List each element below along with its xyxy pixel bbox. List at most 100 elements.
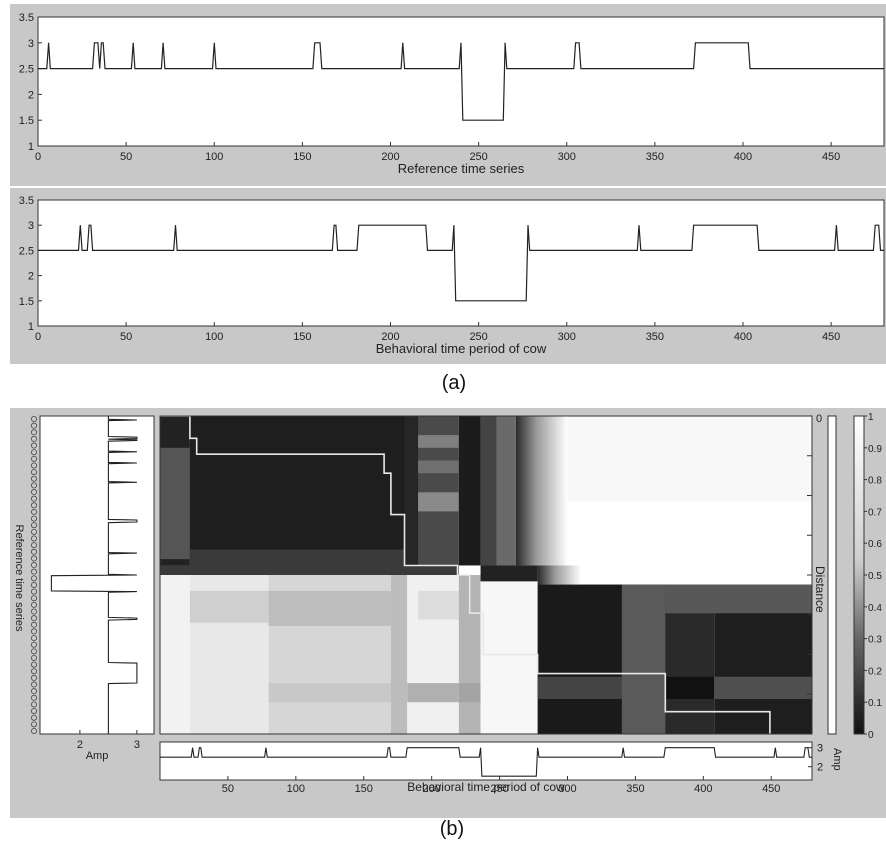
row-marker xyxy=(30,608,37,615)
row-marker xyxy=(30,535,37,542)
heatmap-cell xyxy=(496,416,516,566)
chart-behavioral-series: 0 50 100 150 200 250 300 350 400 450 1 1.5 2 2.5 3 3.5 B… xyxy=(10,188,886,364)
row-marker xyxy=(30,714,37,721)
heatmap-cell xyxy=(418,492,459,512)
bottom-x-tick-label: 400 xyxy=(694,783,712,795)
y-tick-label: 1 xyxy=(28,321,34,333)
bottom-x-tick-label: 200 xyxy=(422,783,440,795)
row-marker xyxy=(30,588,37,595)
series-line xyxy=(38,224,884,302)
row-marker xyxy=(30,482,37,489)
y-tick-label: 1 xyxy=(28,141,34,153)
heatmap-cell xyxy=(189,590,269,623)
caption-b: (b) xyxy=(439,818,465,840)
row-marker xyxy=(30,674,37,681)
x-tick-label: 0 xyxy=(35,331,41,343)
heatmap-fade xyxy=(537,565,582,585)
y-tick-label: 3.5 xyxy=(19,195,34,207)
row-marker xyxy=(30,422,37,429)
row-marker xyxy=(30,661,37,668)
bottom-x-tick-label: 450 xyxy=(762,783,780,795)
row-marker xyxy=(30,449,37,456)
row-marker xyxy=(30,648,37,655)
x-axis-label: Behavioral time period of cow xyxy=(376,341,547,356)
colorbar-tick-label: 0.8 xyxy=(868,476,882,487)
row-marker xyxy=(30,568,37,575)
y-tick-label: 2 xyxy=(28,89,34,101)
row-marker xyxy=(30,641,37,648)
row-marker xyxy=(30,595,37,602)
bottom-x-tick-label: 100 xyxy=(287,783,305,795)
x-tick-label: 200 xyxy=(381,151,399,163)
heatmap-cell xyxy=(665,584,812,614)
heatmap-cell xyxy=(407,683,459,703)
y-tick-label: 1.5 xyxy=(19,296,34,308)
heatmap-cell xyxy=(714,676,812,700)
row-marker xyxy=(30,429,37,436)
row-marker xyxy=(30,469,37,476)
heatmap-cell xyxy=(480,581,538,734)
row-marker xyxy=(30,455,37,462)
row-marker xyxy=(30,462,37,469)
heatmap-cell xyxy=(268,683,391,703)
row-marker xyxy=(30,548,37,555)
x-tick-label: 400 xyxy=(734,331,752,343)
heatmap-cell xyxy=(160,565,459,575)
heatmap-cell xyxy=(418,460,459,474)
x-tick-label: 0 xyxy=(35,151,41,163)
y-tick-label: 2.5 xyxy=(19,245,34,257)
row-marker xyxy=(30,495,37,502)
right-tick-label: 0 xyxy=(816,413,822,425)
row-marker xyxy=(30,522,37,529)
heatmap-cell xyxy=(458,683,481,703)
x-tick-label: 300 xyxy=(558,331,576,343)
x-tick-label: 100 xyxy=(205,331,223,343)
plot-area xyxy=(37,199,885,327)
bottom-x-tick-label: 50 xyxy=(222,783,234,795)
colorbar-tick-label: 0.4 xyxy=(868,603,882,614)
row-marker xyxy=(30,628,37,635)
y-tick-label: 3 xyxy=(28,220,34,232)
row-marker xyxy=(30,435,37,442)
x-tick-label: 50 xyxy=(120,151,132,163)
row-marker xyxy=(30,721,37,728)
bottom-series-line xyxy=(160,747,812,777)
bottom-x-tick-label: 150 xyxy=(355,783,373,795)
colorbar-tick-label: 0.5 xyxy=(868,571,882,582)
y-tick-label: 3 xyxy=(28,38,34,50)
bottom-y-tick-label: 2 xyxy=(817,762,823,774)
x-tick-label: 250 xyxy=(469,151,487,163)
colorbar-tick-label: 0.9 xyxy=(868,444,882,455)
row-marker xyxy=(30,701,37,708)
colorbar-tick-label: 0.2 xyxy=(868,666,882,677)
plot-area xyxy=(37,16,885,147)
bottom-series-plot xyxy=(159,741,813,781)
x-tick-label: 350 xyxy=(646,331,664,343)
x-tick-label: 350 xyxy=(646,151,664,163)
row-marker xyxy=(30,528,37,535)
row-marker xyxy=(30,562,37,569)
x-tick-label: 150 xyxy=(293,151,311,163)
colorbar-tick-label: 0 xyxy=(868,730,874,741)
heatmap-cell xyxy=(458,416,481,566)
bottom-x-axis-label: Behavioral time period of cow xyxy=(407,780,565,794)
row-marker xyxy=(30,615,37,622)
row-marker xyxy=(30,727,37,734)
chart-reference-series: 0 50 100 150 200 250 300 350 400 450 1 1.5 2 2.5 3 3.5 R… xyxy=(10,4,886,186)
heatmap-cell xyxy=(665,676,715,700)
row-marker xyxy=(30,442,37,449)
heatmap-cell xyxy=(160,575,190,734)
colorbar-tick-label: 0.7 xyxy=(868,507,882,518)
series-line xyxy=(38,42,884,121)
row-marker xyxy=(30,688,37,695)
heatmap-cell xyxy=(189,549,405,566)
row-marker xyxy=(30,508,37,515)
colorbar-tick-label: 0.1 xyxy=(868,698,882,709)
row-marker xyxy=(30,601,37,608)
bottom-y-axis-label: Amp xyxy=(831,748,843,771)
row-marker xyxy=(30,489,37,496)
heatmap-cell xyxy=(480,416,497,566)
y-tick-label: 2 xyxy=(28,271,34,283)
row-marker xyxy=(30,694,37,701)
